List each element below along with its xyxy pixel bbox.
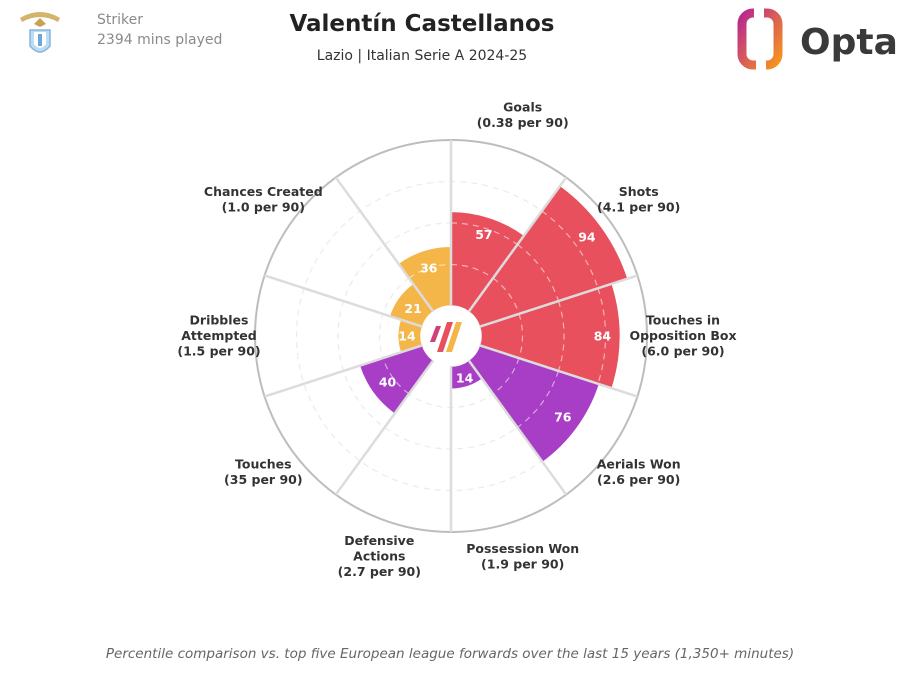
bar-ring-overlay — [517, 370, 560, 428]
minutes-played: 2394 mins played — [97, 32, 222, 48]
bar-value-label: 40 — [379, 375, 397, 390]
grid-spoke — [467, 359, 568, 496]
metric-label: Attempted — [181, 328, 256, 343]
club-crest — [20, 12, 60, 53]
bar-ring-overlay — [450, 263, 494, 279]
bar-ring-overlay — [492, 277, 520, 315]
bar-ring-overlay — [492, 357, 520, 395]
metric-label: (1.0 per 90) — [222, 199, 305, 214]
bar-ring-overlay — [382, 357, 410, 395]
grid-spoke — [479, 344, 638, 398]
bars-layer — [358, 184, 629, 464]
metric-label: Opposition Box — [629, 328, 736, 343]
bar-value-label: 36 — [420, 260, 438, 275]
bar-ring-overlay — [541, 210, 599, 289]
subtitle: Lazio | Italian Serie A 2024-25 — [317, 48, 527, 64]
grid-spoke — [334, 359, 435, 496]
metric-label: Touches — [235, 457, 292, 472]
metric-label: (4.1 per 90) — [597, 199, 680, 214]
metric-label: Touches in — [646, 313, 720, 328]
metric-label: Actions — [353, 549, 405, 564]
bar-ring-overlay — [557, 300, 565, 372]
bar-ring-overlay — [517, 244, 560, 302]
bar-value-label: 84 — [594, 329, 612, 344]
metric-label: Chances Created — [204, 184, 323, 199]
bar-ring-overlay — [597, 288, 607, 384]
opta-logo-icon — [737, 4, 783, 72]
grid-spoke — [334, 176, 435, 313]
metric-labels-layer: Goals(0.38 per 90) Shots(4.1 per 90) Touch… — [177, 100, 736, 580]
bar-value-label: 21 — [404, 301, 421, 316]
bar-ring-overlay — [518, 313, 524, 359]
grid-spoke — [264, 274, 423, 328]
metric-label: Aerials Won — [597, 457, 681, 472]
brand-name: Opta — [800, 22, 898, 63]
metric-label: Dribbles — [190, 313, 249, 328]
bar-ring-overlay — [450, 222, 518, 246]
player-name: Valentín Castellanos — [289, 11, 554, 37]
metric-label: (0.38 per 90) — [477, 115, 569, 130]
bar-value-label: 57 — [475, 227, 492, 242]
footnote: Percentile comparison vs. top five Europ… — [106, 646, 794, 662]
bar-value-label: 14 — [456, 370, 474, 385]
bar-labels-layer: 57 94 84 76 14 40 14 21 36 — [379, 227, 612, 425]
center-logo-icon — [421, 306, 481, 366]
player-position: Striker — [97, 12, 143, 28]
metric-label: (35 per 90) — [224, 472, 303, 487]
metric-label: Defensive — [344, 533, 414, 548]
grid-spokes — [264, 140, 638, 532]
metric-label: (1.9 per 90) — [481, 556, 564, 571]
grid-spoke — [467, 176, 568, 313]
metric-label: (2.6 per 90) — [597, 472, 680, 487]
grid-spoke — [479, 274, 638, 328]
bar-value-label: 14 — [398, 329, 416, 344]
metric-label: Shots — [619, 184, 659, 199]
metric-label: Goals — [503, 100, 542, 115]
bar-touches — [358, 344, 435, 416]
metric-label: (6.0 per 90) — [641, 344, 724, 359]
bar-value-label: 76 — [554, 410, 572, 425]
metric-label: Possession Won — [466, 541, 579, 556]
bar-ring-overlay — [408, 263, 452, 279]
metric-label: (1.5 per 90) — [177, 344, 260, 359]
bar-value-label: 94 — [578, 230, 596, 245]
grid-spoke — [264, 344, 423, 398]
metric-label: (2.7 per 90) — [338, 564, 421, 579]
